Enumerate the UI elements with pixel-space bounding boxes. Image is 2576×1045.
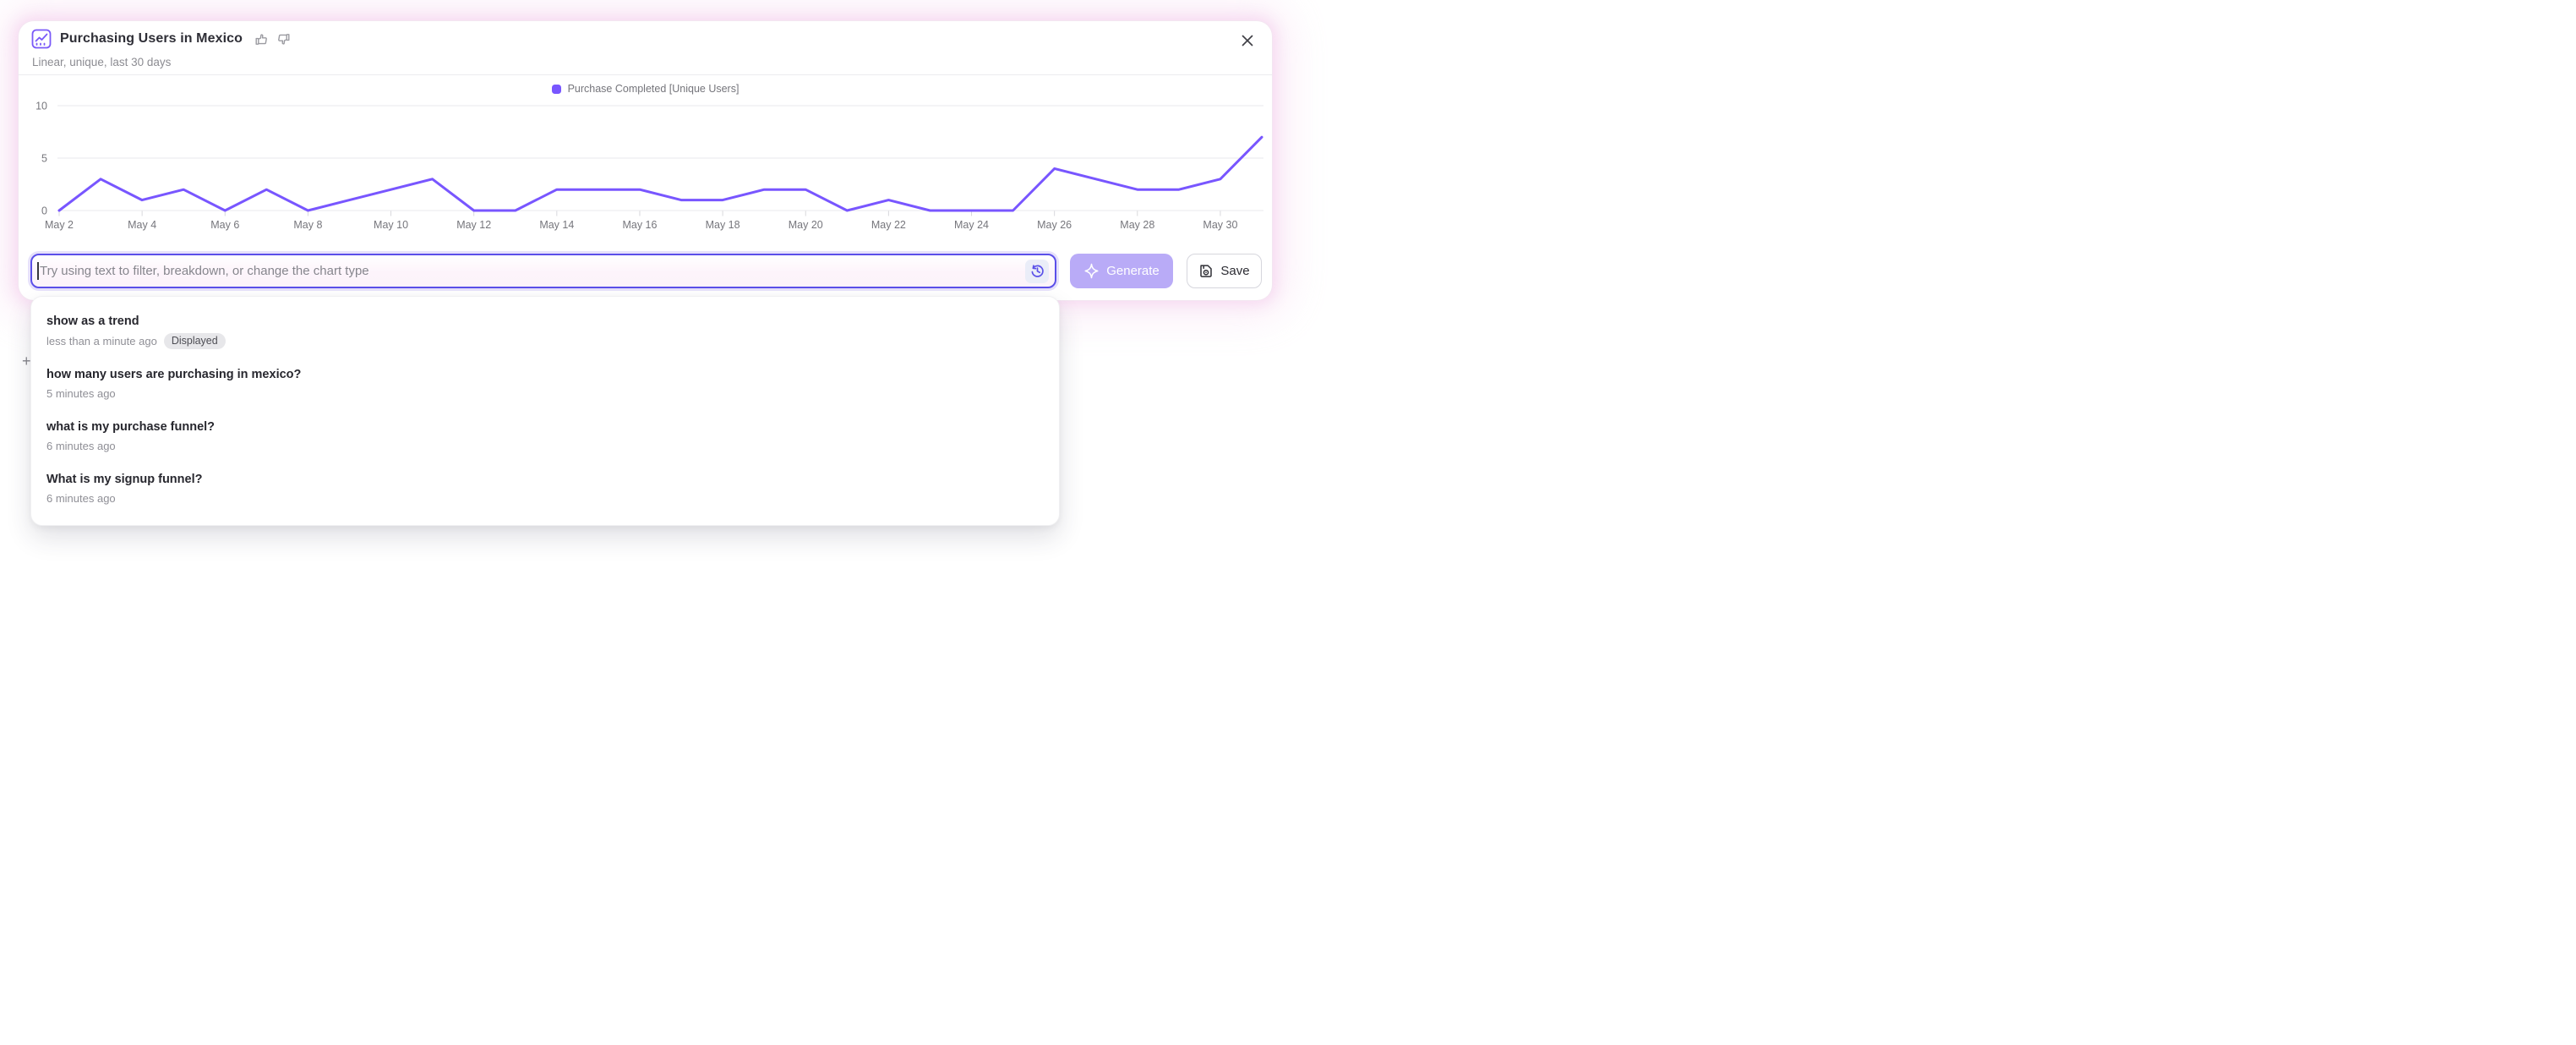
sparkle-icon <box>1084 263 1099 279</box>
history-item[interactable]: What is my signup funnel? 6 minutes ago <box>31 462 1059 515</box>
save-icon <box>1200 264 1213 277</box>
plus-icon[interactable]: + <box>22 353 31 369</box>
generate-label: Generate <box>1106 264 1160 278</box>
ai-prompt-input[interactable] <box>30 254 1056 288</box>
line-chart: 0 5 10 May 2 May 4 May 6 May 8 May 10 May 12 May … <box>35 101 1263 231</box>
generate-button[interactable]: Generate <box>1070 254 1173 288</box>
history-item-title: how many users are purchasing in mexico? <box>46 368 302 381</box>
thumbs-down-icon[interactable] <box>276 32 291 47</box>
history-item-time: 6 minutes ago <box>46 440 116 452</box>
svg-text:May 20: May 20 <box>789 219 823 231</box>
page-title: Purchasing Users in Mexico <box>60 31 243 46</box>
prompt-row: Generate Save <box>30 254 1262 288</box>
svg-text:0: 0 <box>41 205 47 217</box>
svg-text:May 28: May 28 <box>1120 219 1154 231</box>
history-item-time: less than a minute ago <box>46 334 157 347</box>
history-item[interactable]: what is my purchase funnel? 6 minutes ag… <box>31 410 1059 462</box>
svg-text:May 12: May 12 <box>456 219 491 231</box>
history-dropdown: show as a trend less than a minute ago D… <box>30 296 1060 526</box>
history-item-title: what is my purchase funnel? <box>46 420 216 434</box>
history-icon <box>1031 265 1044 277</box>
history-item-title: What is my signup funnel? <box>46 473 203 486</box>
svg-text:May 10: May 10 <box>374 219 408 231</box>
svg-text:May 8: May 8 <box>293 219 322 231</box>
history-item-time: 5 minutes ago <box>46 387 116 400</box>
svg-text:May 18: May 18 <box>706 219 740 231</box>
svg-text:May 22: May 22 <box>871 219 906 231</box>
svg-text:May 16: May 16 <box>622 219 657 231</box>
status-badge: Displayed <box>163 333 226 349</box>
history-item[interactable]: how many users are purchasing in mexico?… <box>31 358 1059 410</box>
svg-text:10: 10 <box>35 101 47 112</box>
legend-label: Purchase Completed [Unique Users] <box>567 83 740 95</box>
chart-subtitle: Linear, unique, last 30 days <box>32 56 172 68</box>
history-item-time: 6 minutes ago <box>46 492 116 505</box>
svg-text:5: 5 <box>41 153 47 165</box>
svg-text:May 26: May 26 <box>1037 219 1072 231</box>
history-item[interactable]: show as a trend less than a minute ago D… <box>31 304 1059 358</box>
svg-text:May 6: May 6 <box>210 219 239 231</box>
svg-text:May 4: May 4 <box>128 219 156 231</box>
line-chart-icon <box>31 29 52 49</box>
chart-legend: Purchase Completed [Unique Users] <box>19 83 1272 95</box>
page: + Purchasing Users in Mexico <box>0 0 1288 526</box>
legend-swatch <box>551 84 561 94</box>
card-header: Purchasing Users in Mexico Linear, uniqu… <box>19 21 1272 75</box>
save-label: Save <box>1220 264 1250 278</box>
chart-card: Purchasing Users in Mexico Linear, uniqu… <box>19 21 1272 300</box>
history-item-title: show as a trend <box>46 315 139 328</box>
text-caret <box>37 262 39 280</box>
svg-text:May 2: May 2 <box>45 219 74 231</box>
thumbs-up-icon[interactable] <box>254 32 269 47</box>
svg-text:May 30: May 30 <box>1203 219 1237 231</box>
save-button[interactable]: Save <box>1187 254 1262 288</box>
prompt-box <box>30 254 1056 288</box>
close-icon[interactable] <box>1240 33 1255 48</box>
svg-text:May 24: May 24 <box>954 219 989 231</box>
svg-text:May 14: May 14 <box>539 219 574 231</box>
history-button[interactable] <box>1025 259 1049 283</box>
